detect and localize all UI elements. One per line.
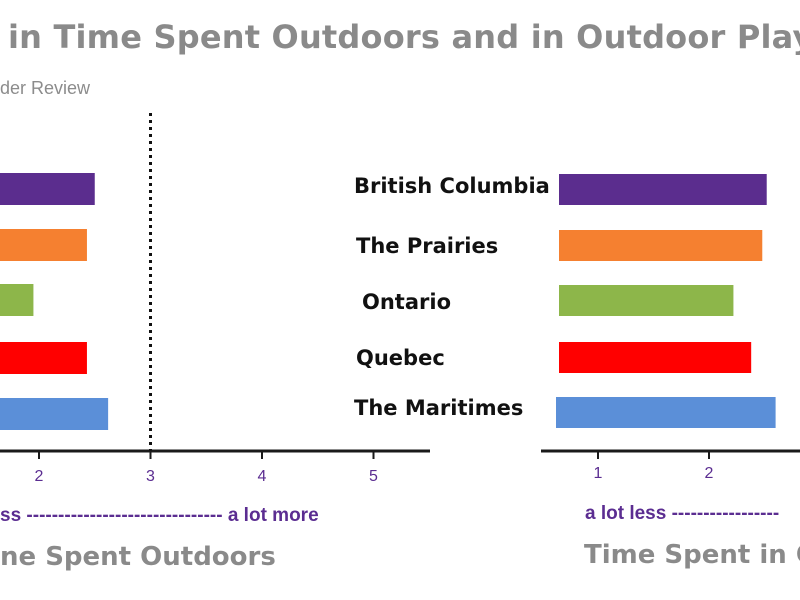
right-tick-label-1: 1 xyxy=(594,465,603,482)
left-tick-label-3: 3 xyxy=(146,468,155,485)
right-bar-quebec xyxy=(559,342,752,373)
category-label-the-maritimes: The Maritimes xyxy=(354,396,524,420)
left-bar-british-columbia xyxy=(0,173,95,205)
category-label-the-prairies: The Prairies xyxy=(356,234,499,258)
left-bar-the-prairies xyxy=(0,229,87,261)
right-bar-the-prairies xyxy=(559,230,763,261)
left-axis-title: ne Spent Outdoors xyxy=(0,542,276,572)
left-tick-label-2: 2 xyxy=(35,468,44,485)
right-tick-label-2: 2 xyxy=(705,465,714,482)
right-bar-the-maritimes xyxy=(556,397,776,428)
right-axis-title: Time Spent in Ou xyxy=(584,540,800,570)
category-label-ontario: Ontario xyxy=(362,290,451,314)
left-tick-label-4: 4 xyxy=(258,468,267,485)
chart-subtitle: der Review xyxy=(0,78,91,98)
right-range-label: a lot less ----------------- xyxy=(585,503,780,524)
left-bar-quebec xyxy=(0,342,87,374)
right-bar-ontario xyxy=(559,285,734,316)
category-label-quebec: Quebec xyxy=(356,346,445,370)
chart-title: in Time Spent Outdoors and in Outdoor Pl… xyxy=(8,18,800,56)
left-bar-the-maritimes xyxy=(0,398,109,430)
right-bar-british-columbia xyxy=(559,174,767,205)
category-label-british-columbia: British Columbia xyxy=(354,174,550,198)
left-range-label: ss ------------------------------- a lot… xyxy=(0,505,319,526)
left-bar-ontario xyxy=(0,284,34,316)
left-tick-label-5: 5 xyxy=(369,468,378,485)
